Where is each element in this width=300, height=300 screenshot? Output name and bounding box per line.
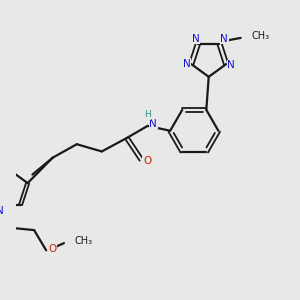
Text: O: O — [48, 244, 57, 254]
Text: N: N — [192, 34, 200, 44]
Text: N: N — [183, 59, 190, 69]
Text: H: H — [144, 110, 150, 119]
Text: CH₃: CH₃ — [74, 236, 92, 246]
Text: CH₃: CH₃ — [252, 32, 270, 41]
Text: N: N — [220, 34, 228, 44]
Text: N: N — [0, 206, 3, 216]
Text: N: N — [227, 60, 235, 70]
Text: N: N — [149, 118, 157, 128]
Text: O: O — [143, 156, 151, 166]
